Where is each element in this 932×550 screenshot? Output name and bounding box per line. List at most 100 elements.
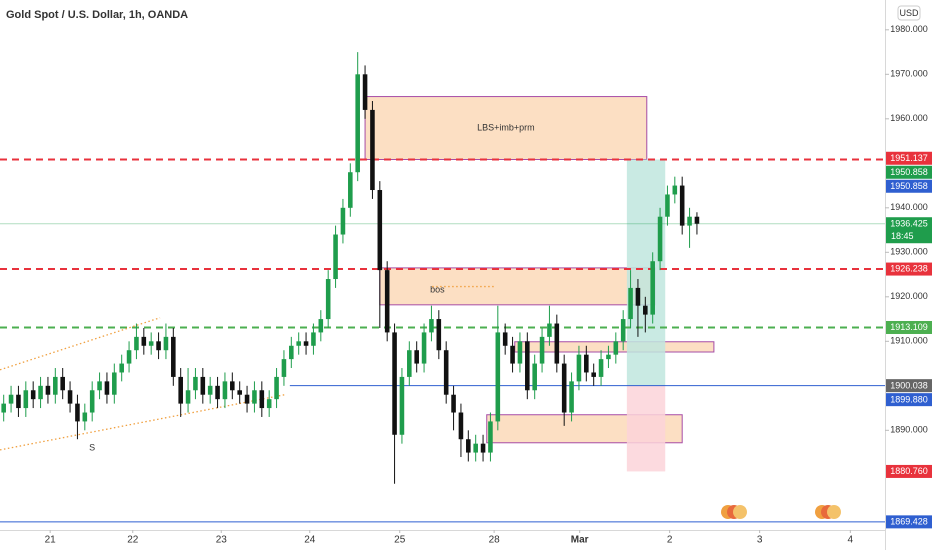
y-tick-label: 1940.000 bbox=[890, 202, 928, 212]
candle-body bbox=[495, 332, 501, 422]
candle-body bbox=[67, 390, 73, 404]
candle-body bbox=[687, 216, 692, 226]
candle-body bbox=[429, 319, 434, 333]
candle-body bbox=[672, 185, 678, 195]
candle-body bbox=[193, 376, 198, 391]
candle-body bbox=[650, 261, 655, 315]
candle-body bbox=[421, 332, 427, 364]
price-label-box bbox=[886, 320, 932, 334]
x-tick-label: 4 bbox=[848, 535, 854, 546]
candle-body bbox=[539, 336, 545, 364]
candle-body bbox=[480, 443, 486, 453]
trend-line bbox=[0, 317, 161, 371]
price-label-box bbox=[886, 464, 932, 478]
candle-body bbox=[348, 172, 353, 208]
x-tick-label: Mar bbox=[571, 535, 589, 546]
x-tick-label: 23 bbox=[216, 535, 228, 546]
candle-body bbox=[657, 216, 663, 262]
candle-body bbox=[554, 323, 560, 364]
price-label: 1913.109 bbox=[890, 322, 928, 332]
candle-body bbox=[576, 354, 582, 382]
candle-body bbox=[171, 336, 176, 377]
candle-body bbox=[23, 390, 29, 409]
y-tick-label: 1890.000 bbox=[890, 425, 928, 435]
candle-body bbox=[200, 376, 206, 395]
price-label: 1951.137 bbox=[890, 153, 928, 163]
event-icons bbox=[721, 505, 841, 519]
x-tick-label: 28 bbox=[489, 535, 501, 546]
candle-body bbox=[45, 385, 51, 395]
price-label-box bbox=[886, 151, 932, 165]
candle-body bbox=[584, 354, 589, 373]
x-tick-label: 25 bbox=[394, 535, 406, 546]
currency: USD bbox=[899, 8, 919, 18]
candle-body bbox=[362, 74, 368, 110]
candle-body bbox=[458, 412, 464, 440]
candle-body bbox=[532, 363, 537, 391]
candle-body bbox=[318, 319, 324, 333]
candle-body bbox=[561, 363, 567, 413]
candle-body bbox=[178, 376, 183, 404]
candle-body bbox=[259, 390, 265, 409]
candle-body bbox=[237, 390, 242, 395]
zone bbox=[364, 96, 648, 160]
y-tick-label: 1910.000 bbox=[890, 336, 928, 346]
candle-body bbox=[112, 372, 117, 395]
candle-body bbox=[215, 385, 220, 400]
price-label: 1950.858 bbox=[890, 181, 928, 191]
price-label: 1926.238 bbox=[890, 264, 928, 274]
candle-body bbox=[613, 341, 619, 355]
price-label-box bbox=[886, 165, 932, 179]
candle-body bbox=[620, 319, 626, 342]
candle-body bbox=[30, 390, 36, 400]
x-tick-label: 21 bbox=[45, 535, 57, 546]
candle-body bbox=[407, 350, 412, 377]
candle-body bbox=[134, 336, 139, 351]
price-label-box bbox=[886, 393, 932, 407]
candle-body bbox=[222, 381, 228, 400]
candle-body bbox=[643, 305, 648, 315]
candle-body bbox=[141, 336, 147, 346]
candle-body bbox=[488, 421, 493, 453]
candle-body bbox=[628, 287, 633, 320]
candle-body bbox=[392, 332, 397, 435]
candle-body bbox=[1, 403, 6, 413]
candle-body bbox=[443, 350, 449, 395]
price-label-box bbox=[886, 179, 932, 193]
candle-body bbox=[525, 341, 530, 391]
candle-body bbox=[274, 376, 279, 400]
zone bbox=[626, 159, 666, 386]
price-label-box bbox=[886, 515, 932, 529]
candle-body bbox=[399, 376, 405, 435]
candle-body bbox=[296, 341, 301, 346]
x-tick-label: 3 bbox=[757, 535, 763, 546]
candle-body bbox=[75, 403, 80, 422]
x-tick-label: 22 bbox=[127, 535, 139, 546]
candle-body bbox=[252, 390, 257, 404]
candle-body bbox=[303, 341, 309, 346]
candle-body bbox=[466, 439, 471, 453]
candle-body bbox=[502, 332, 508, 346]
price-label: 1869.428 bbox=[890, 517, 928, 527]
candle-body bbox=[598, 359, 604, 377]
candle-body bbox=[694, 216, 700, 224]
candle-body bbox=[569, 381, 574, 413]
candle-body bbox=[606, 354, 611, 360]
candle-body bbox=[370, 109, 375, 191]
chart-title: Gold Spot / U.S. Dollar, 1h, OANDA bbox=[6, 9, 188, 21]
candle-body bbox=[148, 341, 154, 346]
candle-body bbox=[311, 332, 316, 346]
price-label: 1936.425 bbox=[890, 218, 928, 228]
candle-body bbox=[185, 390, 191, 404]
y-tick-label: 1970.000 bbox=[890, 69, 928, 79]
y-tick-label: 1920.000 bbox=[890, 291, 928, 301]
zone bbox=[379, 267, 656, 306]
candle-body bbox=[8, 394, 14, 404]
candle-body bbox=[82, 412, 88, 422]
candle-body bbox=[281, 359, 287, 377]
candle-body bbox=[340, 207, 346, 235]
candle-body bbox=[244, 394, 250, 404]
zone-label: LBS+imb+prm bbox=[477, 122, 535, 132]
y-tick-label: 1980.000 bbox=[890, 24, 928, 34]
